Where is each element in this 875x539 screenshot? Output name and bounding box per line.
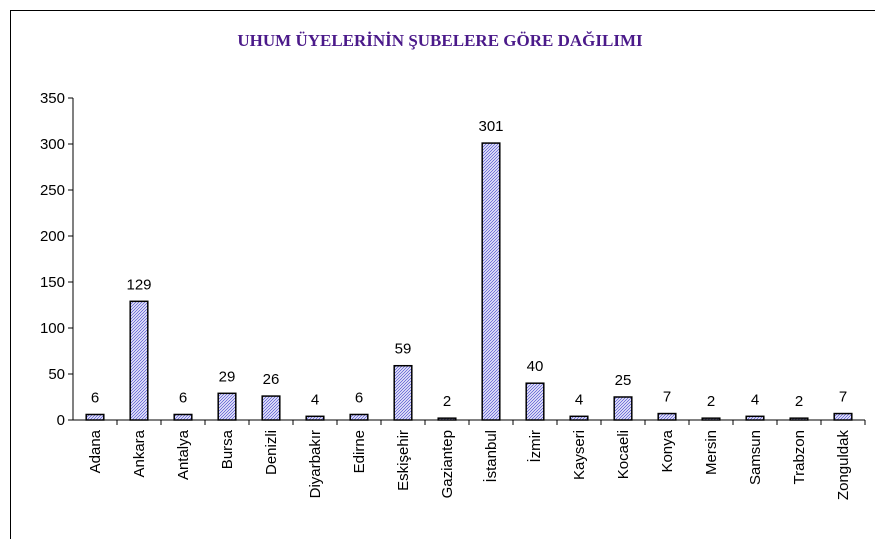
value-label: 59 [395, 341, 412, 358]
x-tick-label: İzmir [526, 430, 544, 463]
bar [481, 142, 501, 421]
value-label: 129 [126, 276, 151, 293]
bar [657, 412, 677, 421]
value-label: 4 [575, 391, 583, 408]
value-label: 7 [663, 389, 671, 406]
x-tick-label: Kayseri [571, 430, 588, 480]
x-tick-label: Antalya [175, 429, 192, 480]
bar [261, 395, 281, 421]
bar [173, 413, 193, 421]
bar [833, 412, 853, 421]
x-tick-label: Zonguldak [835, 430, 852, 501]
x-tick-label: Edirne [351, 430, 368, 473]
bar [349, 413, 369, 421]
bar [437, 417, 457, 421]
bar [701, 417, 721, 421]
value-label: 26 [263, 371, 280, 388]
bar [393, 364, 413, 421]
x-tick-label: Denizli [263, 430, 280, 475]
value-label: 301 [478, 118, 503, 135]
x-tick-label: Bursa [219, 429, 236, 469]
value-label: 4 [751, 391, 759, 408]
y-tick-label: 150 [40, 274, 65, 291]
bar [789, 417, 809, 421]
x-tick-label: Konya [659, 429, 676, 472]
chart-title: UHUM ÜYELERİNİN ŞUBELERE GÖRE DAĞILIMI [237, 31, 643, 50]
chart-border [10, 10, 875, 539]
y-tick-label: 50 [48, 366, 65, 383]
bar [745, 415, 765, 421]
value-label: 6 [91, 389, 99, 406]
x-tick-label: Ankara [131, 429, 148, 477]
value-label: 7 [839, 389, 847, 406]
bar [129, 300, 149, 421]
bar [85, 413, 105, 421]
value-label: 40 [527, 358, 544, 375]
value-label: 29 [219, 368, 236, 385]
x-tick-label: İstanbul [482, 430, 500, 483]
value-label: 6 [355, 389, 363, 406]
bar [569, 415, 589, 421]
value-label: 2 [707, 393, 715, 410]
y-tick-label: 250 [40, 182, 65, 199]
bar [613, 396, 633, 421]
bar [217, 392, 237, 421]
y-tick-label: 100 [40, 320, 65, 337]
x-tick-label: Trabzon [791, 430, 808, 484]
value-label: 4 [311, 391, 319, 408]
bar [525, 382, 545, 421]
value-label: 6 [179, 389, 187, 406]
x-tick-label: Eskişehir [395, 430, 412, 491]
value-label: 2 [795, 393, 803, 410]
y-tick-label: 0 [57, 412, 65, 429]
value-label: 25 [615, 372, 632, 389]
bar [305, 415, 325, 421]
x-tick-label: Samsun [747, 430, 764, 485]
x-tick-label: Gaziantep [439, 430, 456, 498]
y-tick-label: 300 [40, 136, 65, 153]
x-tick-label: Mersin [703, 430, 720, 475]
y-tick-label: 350 [40, 90, 65, 107]
y-tick-label: 200 [40, 228, 65, 245]
x-tick-label: Adana [87, 429, 104, 473]
x-tick-label: Kocaeli [615, 430, 632, 479]
value-label: 2 [443, 393, 451, 410]
x-tick-label: Diyarbakır [307, 430, 324, 498]
